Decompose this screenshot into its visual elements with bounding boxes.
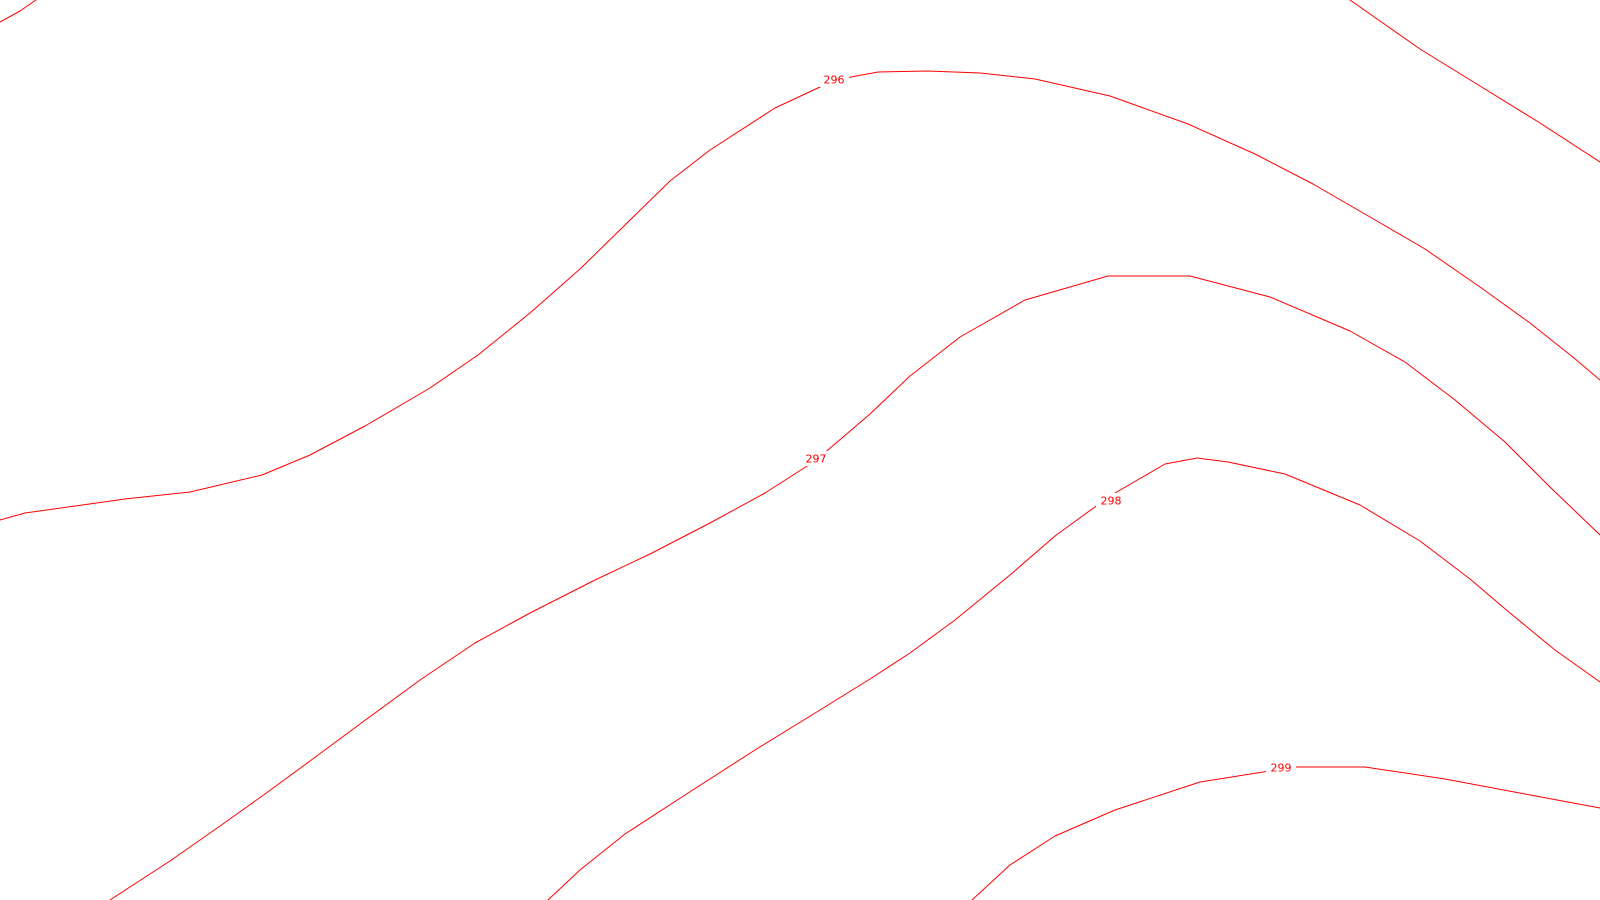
contour-label-298: 298 bbox=[1101, 495, 1122, 508]
contour-line-298 bbox=[547, 457, 1600, 900]
contour-line-top-left bbox=[0, 0, 37, 23]
contour-label-298-background bbox=[1096, 493, 1126, 508]
contour-label-297: 297 bbox=[806, 453, 827, 466]
contour-label-298-group: 298 bbox=[1096, 493, 1126, 508]
contour-line-299 bbox=[971, 766, 1600, 900]
contour-label-297-group: 297 bbox=[801, 451, 831, 466]
contour-label-299: 299 bbox=[1271, 762, 1292, 775]
contour-label-296-group: 296 bbox=[819, 72, 849, 87]
contour-label-299-group: 299 bbox=[1266, 760, 1296, 775]
contour-line-296 bbox=[0, 70, 1600, 521]
contour-line-top-right bbox=[1349, 0, 1600, 163]
contour-label-296: 296 bbox=[824, 74, 845, 87]
contour-label-296-background bbox=[819, 72, 849, 87]
contour-label-299-background bbox=[1266, 760, 1296, 775]
contour-label-297-background bbox=[801, 451, 831, 466]
